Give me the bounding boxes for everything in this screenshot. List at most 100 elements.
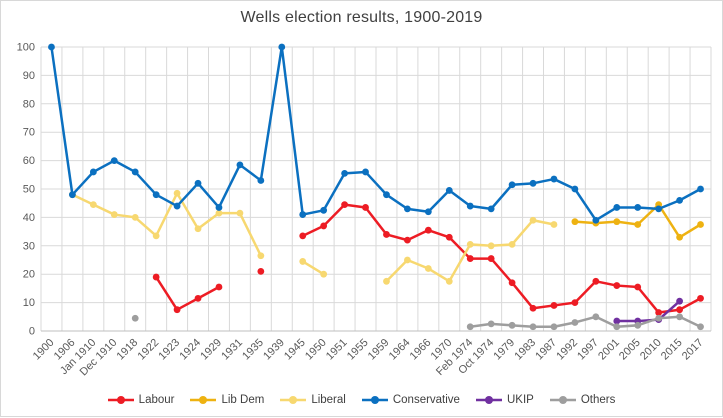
data-point — [571, 185, 579, 193]
x-tick-label: 1945 — [282, 337, 308, 363]
legend-marker-icon — [549, 396, 576, 404]
data-point — [131, 314, 139, 322]
data-point — [676, 233, 683, 241]
chart-title: Wells election results, 1900-2019 — [240, 9, 483, 26]
data-point — [445, 187, 453, 194]
x-tick-label: 1992 — [554, 337, 580, 363]
data-point — [487, 320, 495, 328]
data-point — [215, 204, 223, 211]
x-tick-label: 2005 — [617, 337, 643, 363]
data-point — [173, 189, 181, 197]
data-point — [634, 283, 642, 291]
y-tick-label: 70 — [23, 127, 35, 139]
y-tick-label: 40 — [23, 212, 35, 224]
data-point — [299, 211, 307, 218]
data-point — [424, 226, 432, 234]
x-tick-label: 1922 — [135, 337, 161, 363]
data-point — [110, 157, 118, 165]
data-point — [676, 297, 683, 305]
data-point — [299, 258, 307, 265]
data-point — [466, 202, 474, 210]
legend-item-lib-dem: Lib Dem — [190, 394, 264, 406]
data-point — [550, 175, 558, 183]
data-point — [152, 191, 160, 199]
data-point — [634, 321, 642, 329]
x-tick-label: 1924 — [177, 337, 203, 363]
data-point — [236, 209, 244, 217]
data-point — [550, 302, 558, 309]
data-point — [194, 294, 202, 302]
x-tick-label: 1950 — [303, 337, 329, 363]
data-point — [592, 313, 600, 321]
data-point — [215, 209, 223, 217]
data-point — [69, 191, 76, 199]
legend-marker-icon — [280, 396, 307, 404]
data-point — [508, 321, 516, 329]
x-tick-label: 1983 — [512, 337, 538, 363]
x-tick-label: 1955 — [345, 337, 371, 363]
data-point — [362, 204, 369, 211]
data-point — [613, 204, 621, 211]
x-tick-label: 1939 — [261, 337, 287, 363]
data-point — [383, 277, 390, 285]
data-point — [152, 273, 160, 281]
series-conservative — [48, 43, 704, 224]
data-point — [529, 216, 537, 224]
data-point — [404, 205, 411, 213]
data-point — [48, 43, 55, 51]
data-point — [508, 240, 516, 248]
data-point — [194, 225, 202, 233]
legend-label: Liberal — [311, 394, 346, 406]
data-point — [445, 277, 453, 285]
x-tick-label: 1931 — [219, 337, 245, 363]
x-tick-label: 1923 — [156, 337, 182, 363]
data-point — [529, 304, 537, 312]
data-point — [341, 201, 348, 209]
data-point — [571, 319, 579, 326]
data-point — [529, 179, 537, 187]
data-point — [89, 168, 97, 176]
legend-label: Others — [580, 394, 616, 406]
x-tick-label: 1918 — [115, 337, 141, 363]
data-point — [613, 218, 621, 226]
data-point — [424, 265, 432, 272]
data-point — [634, 221, 642, 228]
data-point — [613, 317, 621, 325]
data-point — [131, 168, 139, 176]
gridlines — [40, 46, 712, 332]
data-point — [466, 323, 474, 331]
data-point — [152, 232, 160, 240]
data-point — [508, 279, 516, 287]
data-point — [697, 221, 704, 228]
legend-marker-icon — [190, 396, 217, 404]
legend-marker-icon — [361, 396, 388, 404]
data-point — [487, 242, 495, 250]
y-axis-labels: 0 10 20 30 40 50 60 70 80 90 100 — [17, 42, 35, 338]
data-point — [404, 236, 411, 244]
y-tick-label: 20 — [23, 269, 35, 281]
x-tick-label: 2001 — [596, 337, 622, 363]
y-tick-label: 0 — [29, 326, 35, 338]
x-tick-label: 1959 — [366, 337, 392, 363]
data-point — [529, 323, 537, 331]
y-tick-label: 90 — [23, 70, 35, 82]
data-point — [697, 185, 704, 193]
data-point — [278, 43, 286, 51]
y-tick-label: 80 — [23, 98, 35, 110]
x-tick-label: 1951 — [324, 337, 350, 363]
data-point — [257, 177, 265, 184]
legend-item-ukip: UKIP — [475, 394, 534, 406]
data-point — [550, 221, 558, 228]
data-point — [466, 255, 474, 262]
data-point — [697, 294, 704, 302]
data-point — [173, 306, 181, 314]
legend-item-labour: Labour — [107, 394, 174, 406]
legend-label: Lib Dem — [221, 394, 265, 406]
y-tick-label: 60 — [23, 155, 35, 167]
data-point — [592, 216, 600, 224]
x-tick-label: 1997 — [575, 337, 601, 363]
x-tick-label: 1964 — [387, 337, 413, 363]
data-point — [487, 205, 495, 213]
